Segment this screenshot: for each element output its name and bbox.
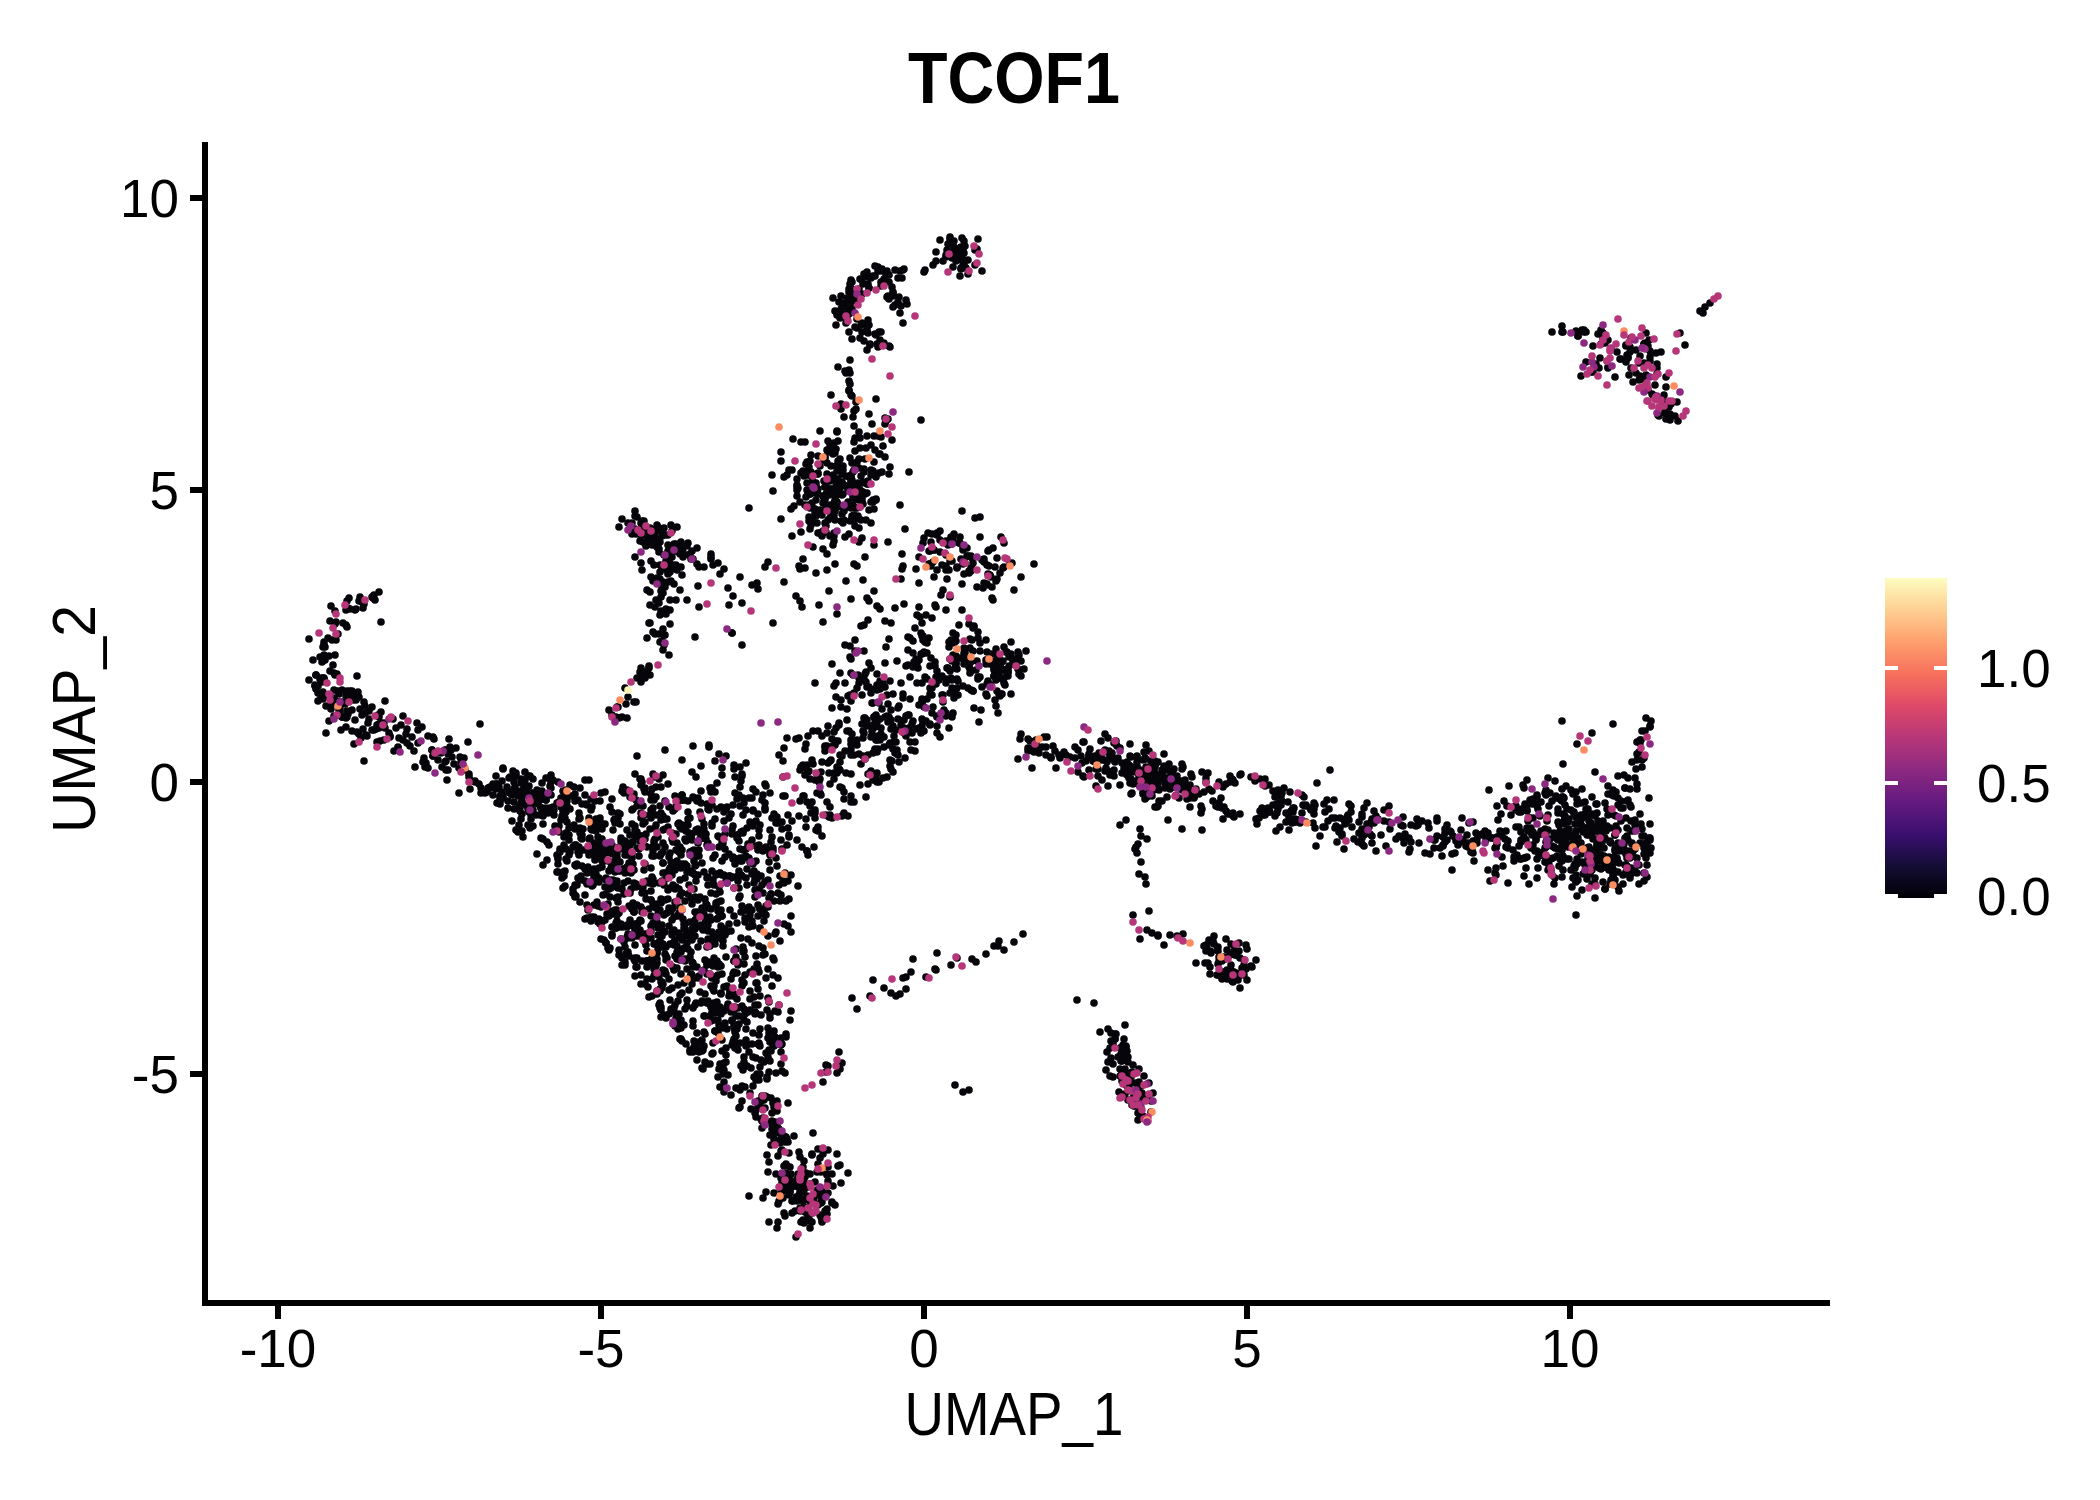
- svg-text:0.0: 0.0: [1977, 867, 2051, 926]
- svg-text:-5: -5: [577, 1319, 624, 1378]
- svg-text:-5: -5: [132, 1045, 179, 1104]
- svg-text:-10: -10: [240, 1319, 317, 1378]
- svg-text:0.5: 0.5: [1977, 754, 2051, 813]
- svg-text:10: 10: [1541, 1319, 1600, 1378]
- svg-text:UMAP_1: UMAP_1: [905, 1380, 1124, 1448]
- svg-text:1.0: 1.0: [1977, 639, 2051, 698]
- svg-text:5: 5: [1232, 1319, 1261, 1378]
- svg-text:TCOF1: TCOF1: [908, 38, 1120, 118]
- svg-text:10: 10: [120, 169, 179, 228]
- svg-text:UMAP_2: UMAP_2: [40, 605, 108, 833]
- svg-text:0: 0: [150, 753, 179, 812]
- svg-text:0: 0: [909, 1319, 938, 1378]
- svg-text:5: 5: [150, 461, 179, 520]
